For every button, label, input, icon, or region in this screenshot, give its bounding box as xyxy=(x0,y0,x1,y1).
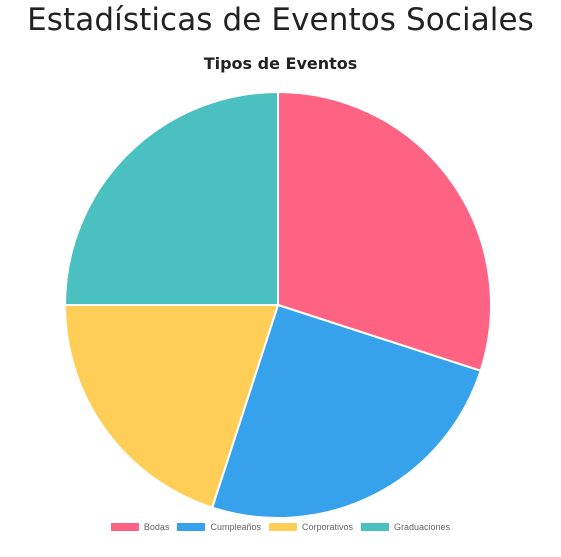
legend-item-bodas[interactable]: Bodas xyxy=(110,522,170,532)
pie-slice-graduaciones[interactable] xyxy=(63,90,279,306)
pie-chart: Tipos de Eventos Bodas Cumpleaños Corporat… xyxy=(0,48,561,548)
chart-title: Tipos de Eventos xyxy=(203,54,358,73)
legend-swatch xyxy=(361,523,390,531)
legend-item-graduaciones[interactable]: Graduaciones xyxy=(361,522,450,532)
legend-swatch xyxy=(110,523,139,531)
legend-label: Graduaciones xyxy=(394,522,451,532)
pie-slice-bodas[interactable] xyxy=(277,90,492,373)
legend-swatch xyxy=(268,523,297,531)
page-title: Estadísticas de Eventos Sociales xyxy=(27,2,534,38)
pie-slice-cumpleaños[interactable] xyxy=(210,303,482,518)
legend-item-cumpleaños[interactable]: Cumpleaños xyxy=(177,522,261,532)
pie-chart-svg xyxy=(63,90,492,518)
chart-legend: Bodas Cumpleaños Corporativos Graduaciones xyxy=(0,522,561,532)
legend-label: Cumpleaños xyxy=(210,522,261,532)
legend-swatch xyxy=(177,523,206,531)
pie-slice-corporativos[interactable] xyxy=(63,304,280,509)
legend-item-corporativos[interactable]: Corporativos xyxy=(268,522,354,532)
legend-label: Corporativos xyxy=(301,522,354,532)
legend-label: Bodas xyxy=(143,522,170,532)
